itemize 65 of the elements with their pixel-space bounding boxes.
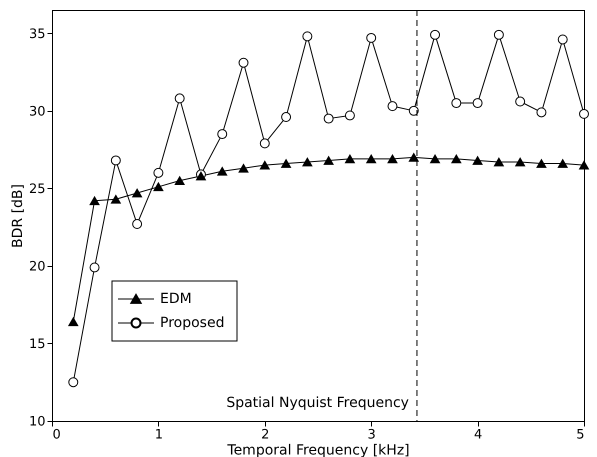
point [536, 159, 546, 168]
point [281, 159, 292, 168]
point [430, 154, 440, 164]
point [110, 155, 121, 166]
point [238, 164, 248, 173]
point [366, 32, 376, 43]
point [132, 188, 142, 198]
point [68, 377, 78, 388]
point [217, 129, 228, 140]
point [515, 96, 526, 106]
point [68, 317, 78, 326]
y-tick-label: 15 [28, 336, 46, 352]
x-tick-label: 2 [261, 428, 270, 442]
point [344, 110, 355, 120]
point [196, 172, 206, 180]
x-tick-label: 5 [576, 428, 584, 442]
point [110, 194, 121, 204]
point [536, 107, 546, 118]
point [260, 160, 270, 170]
y-tick-label: 25 [28, 182, 46, 197]
x-tick-label: 1 [154, 428, 164, 442]
x-tick-label: 4 [474, 428, 482, 442]
legend-label: Proposed [160, 315, 224, 331]
point [302, 31, 312, 42]
point [153, 182, 164, 192]
point [515, 158, 526, 166]
point [494, 30, 504, 40]
legend-label: EDM [160, 291, 192, 307]
y-tick-label: 10 [28, 414, 46, 430]
y-tick-label: 20 [28, 259, 46, 274]
y-tick-label: 35 [28, 26, 46, 42]
point [408, 106, 419, 116]
point [132, 219, 142, 229]
point [90, 262, 100, 272]
point [558, 34, 568, 44]
point [451, 98, 462, 108]
point [153, 168, 164, 178]
point [324, 156, 334, 165]
point [408, 152, 419, 162]
point [451, 154, 462, 164]
point [472, 156, 483, 165]
point [90, 196, 100, 206]
ref-line-label: Spatial Nyquist Frequency [226, 395, 409, 411]
point [238, 58, 248, 68]
point [558, 159, 568, 168]
point [260, 138, 270, 148]
point [324, 114, 334, 124]
point [494, 158, 504, 166]
point [344, 154, 355, 164]
point [281, 112, 292, 122]
point [217, 166, 228, 176]
point [430, 30, 440, 40]
point [472, 98, 483, 108]
point [579, 108, 589, 119]
point [388, 154, 398, 164]
x-tick-label: 0 [52, 428, 61, 442]
point [388, 101, 398, 112]
point [366, 154, 376, 164]
x-tick-label: 3 [368, 428, 376, 442]
y-tick-label: 30 [28, 104, 46, 120]
point [174, 93, 185, 104]
point [302, 158, 312, 166]
point [174, 176, 185, 185]
point [579, 160, 589, 170]
y-axis-title: BDR [dB] [10, 184, 26, 248]
